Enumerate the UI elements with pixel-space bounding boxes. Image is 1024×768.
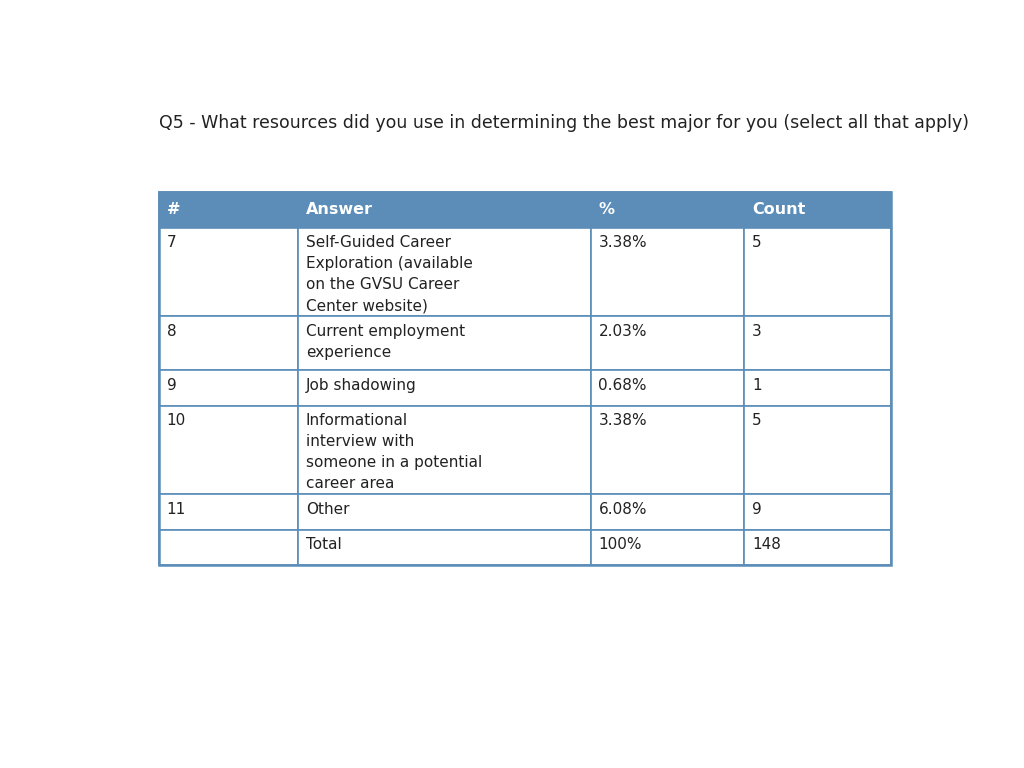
Text: %: % (598, 203, 614, 217)
Text: Informational
interview with
someone in a potential
career area: Informational interview with someone in … (306, 413, 482, 492)
Bar (591, 529, 744, 565)
Bar (298, 370, 591, 406)
Text: 10: 10 (167, 413, 186, 429)
Text: 7: 7 (167, 235, 176, 250)
Bar (298, 192, 591, 227)
Text: 2.03%: 2.03% (598, 324, 647, 339)
Bar (591, 494, 744, 529)
Text: 8: 8 (167, 324, 176, 339)
Bar (744, 370, 891, 406)
Text: 5: 5 (752, 413, 762, 429)
Text: Count: Count (752, 203, 806, 217)
Bar (591, 406, 744, 494)
Bar (298, 529, 591, 565)
Text: Job shadowing: Job shadowing (306, 378, 417, 392)
Text: 9: 9 (752, 502, 762, 517)
Bar (298, 316, 591, 370)
Bar (298, 227, 591, 316)
Text: Answer: Answer (306, 203, 373, 217)
Bar (744, 406, 891, 494)
Text: Total: Total (306, 538, 342, 552)
Text: 5: 5 (752, 235, 762, 250)
Text: 3.38%: 3.38% (598, 413, 647, 429)
Bar (159, 406, 298, 494)
Bar (159, 494, 298, 529)
Text: Current employment
experience: Current employment experience (306, 324, 465, 360)
Text: 0.68%: 0.68% (598, 378, 647, 392)
Bar (744, 192, 891, 227)
Bar (159, 192, 298, 227)
Text: 1: 1 (752, 378, 762, 392)
Text: 11: 11 (167, 502, 186, 517)
Text: 6.08%: 6.08% (598, 502, 647, 517)
Bar (744, 494, 891, 529)
Bar (159, 529, 298, 565)
Bar (298, 494, 591, 529)
Text: 3.38%: 3.38% (598, 235, 647, 250)
Text: Q5 - What resources did you use in determining the best major for you (select al: Q5 - What resources did you use in deter… (159, 114, 969, 132)
Bar (159, 227, 298, 316)
Bar (159, 192, 891, 565)
Bar (744, 227, 891, 316)
Text: Other: Other (306, 502, 349, 517)
Text: #: # (167, 203, 180, 217)
Text: 9: 9 (167, 378, 176, 392)
Bar (591, 192, 744, 227)
Text: 148: 148 (752, 538, 781, 552)
Bar (591, 370, 744, 406)
Bar (744, 316, 891, 370)
Bar (591, 227, 744, 316)
Bar (159, 370, 298, 406)
Bar (744, 529, 891, 565)
Text: 100%: 100% (598, 538, 642, 552)
Text: 3: 3 (752, 324, 762, 339)
Bar (591, 316, 744, 370)
Bar (298, 406, 591, 494)
Text: Self-Guided Career
Exploration (available
on the GVSU Career
Center website): Self-Guided Career Exploration (availabl… (306, 235, 473, 313)
Bar (159, 316, 298, 370)
